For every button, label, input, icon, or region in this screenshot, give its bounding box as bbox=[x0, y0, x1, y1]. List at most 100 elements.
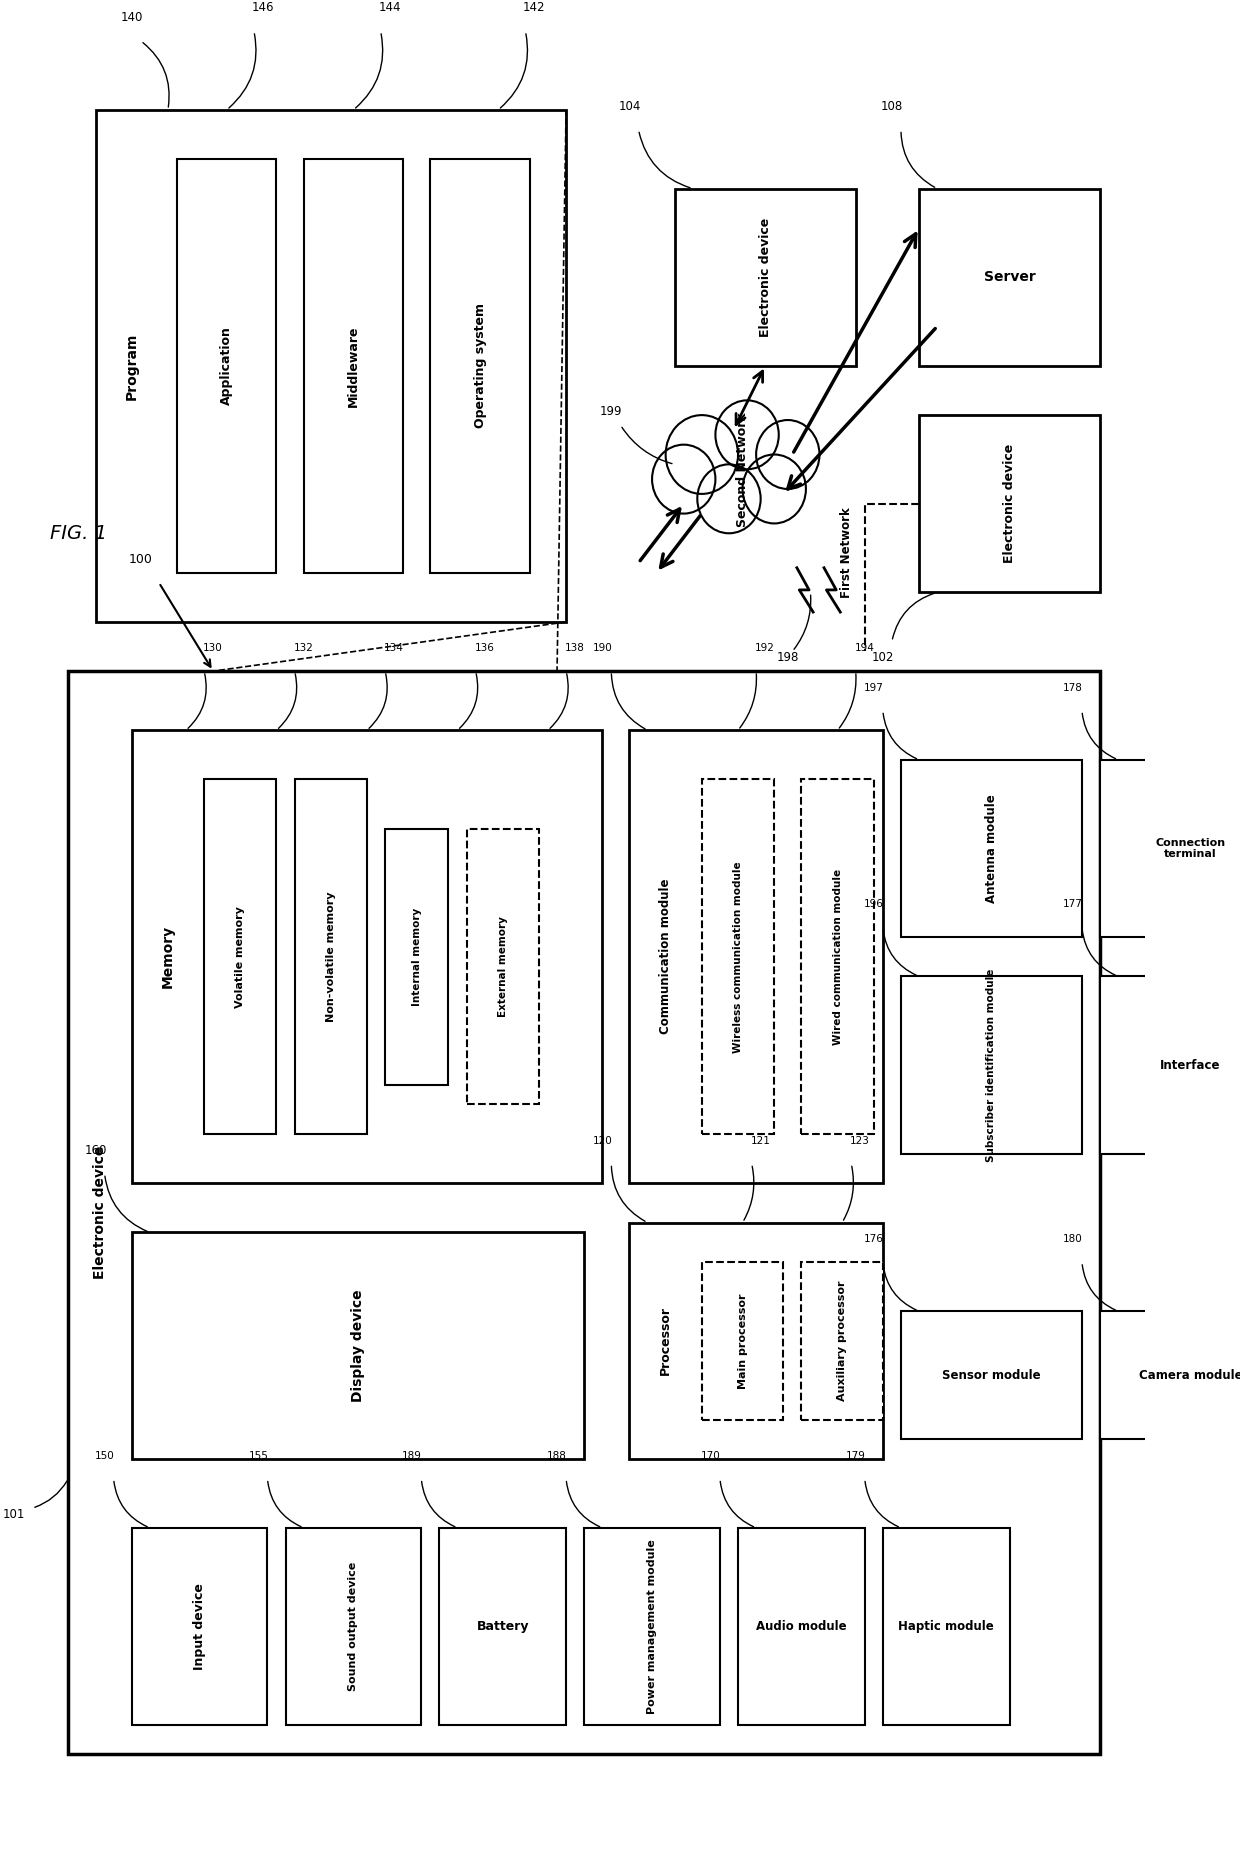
FancyBboxPatch shape bbox=[1100, 977, 1240, 1153]
Text: 100: 100 bbox=[129, 553, 153, 566]
FancyBboxPatch shape bbox=[95, 110, 567, 622]
Text: 102: 102 bbox=[872, 652, 894, 665]
Text: Sensor module: Sensor module bbox=[942, 1369, 1040, 1382]
Text: 180: 180 bbox=[1063, 1235, 1083, 1244]
FancyBboxPatch shape bbox=[584, 1528, 720, 1725]
FancyBboxPatch shape bbox=[386, 828, 449, 1084]
Text: FIG. 1: FIG. 1 bbox=[51, 524, 107, 542]
FancyBboxPatch shape bbox=[68, 670, 1100, 1755]
Text: Haptic module: Haptic module bbox=[898, 1619, 994, 1632]
Text: 130: 130 bbox=[203, 644, 223, 654]
Text: Main processor: Main processor bbox=[738, 1292, 748, 1389]
Text: Wired communication module: Wired communication module bbox=[832, 869, 842, 1045]
Text: 150: 150 bbox=[94, 1450, 114, 1461]
Text: 144: 144 bbox=[378, 2, 401, 15]
Text: Antenna module: Antenna module bbox=[985, 795, 998, 903]
Text: Sound output device: Sound output device bbox=[348, 1562, 358, 1692]
Circle shape bbox=[652, 444, 715, 514]
FancyBboxPatch shape bbox=[919, 416, 1100, 592]
Text: 101: 101 bbox=[2, 1508, 25, 1521]
Circle shape bbox=[715, 401, 779, 470]
Text: 140: 140 bbox=[120, 11, 143, 24]
Text: Electronic device: Electronic device bbox=[759, 217, 771, 336]
Text: 197: 197 bbox=[864, 683, 884, 693]
Text: 134: 134 bbox=[384, 644, 404, 654]
FancyBboxPatch shape bbox=[131, 1233, 584, 1460]
Text: 188: 188 bbox=[547, 1450, 567, 1461]
Text: Camera module: Camera module bbox=[1138, 1369, 1240, 1382]
Text: 146: 146 bbox=[252, 2, 274, 15]
Text: 104: 104 bbox=[619, 100, 641, 113]
Text: Electronic device: Electronic device bbox=[93, 1146, 107, 1279]
FancyBboxPatch shape bbox=[630, 730, 883, 1183]
FancyBboxPatch shape bbox=[901, 1311, 1083, 1439]
Text: Volatile memory: Volatile memory bbox=[236, 906, 246, 1008]
Text: Electronic device: Electronic device bbox=[1003, 444, 1016, 563]
Text: Display device: Display device bbox=[351, 1289, 365, 1402]
FancyBboxPatch shape bbox=[675, 189, 856, 366]
Text: Memory: Memory bbox=[161, 925, 175, 988]
FancyBboxPatch shape bbox=[801, 780, 874, 1135]
FancyBboxPatch shape bbox=[901, 760, 1083, 938]
Text: First Network: First Network bbox=[841, 507, 853, 598]
Text: Application: Application bbox=[221, 327, 233, 405]
FancyBboxPatch shape bbox=[285, 1528, 422, 1725]
FancyBboxPatch shape bbox=[131, 1528, 268, 1725]
Text: 155: 155 bbox=[248, 1450, 268, 1461]
Text: 176: 176 bbox=[864, 1235, 884, 1244]
Text: 177: 177 bbox=[1063, 899, 1083, 910]
Text: Power management module: Power management module bbox=[647, 1539, 657, 1714]
Text: 170: 170 bbox=[701, 1450, 720, 1461]
Text: Second Network: Second Network bbox=[737, 412, 749, 527]
FancyBboxPatch shape bbox=[1100, 1311, 1240, 1439]
Text: 189: 189 bbox=[402, 1450, 422, 1461]
FancyBboxPatch shape bbox=[205, 780, 277, 1135]
FancyBboxPatch shape bbox=[630, 1222, 883, 1460]
Text: 121: 121 bbox=[750, 1136, 770, 1146]
Text: 194: 194 bbox=[854, 644, 874, 654]
Text: Wireless communication module: Wireless communication module bbox=[733, 862, 743, 1053]
Text: Middleware: Middleware bbox=[347, 325, 360, 407]
FancyBboxPatch shape bbox=[430, 160, 529, 572]
Text: Interface: Interface bbox=[1161, 1058, 1220, 1071]
Text: Audio module: Audio module bbox=[756, 1619, 847, 1632]
Text: 160: 160 bbox=[84, 1144, 107, 1157]
FancyBboxPatch shape bbox=[295, 780, 367, 1135]
Text: External memory: External memory bbox=[497, 916, 507, 1018]
Text: 190: 190 bbox=[593, 644, 613, 654]
Text: Auxiliary processor: Auxiliary processor bbox=[837, 1281, 847, 1400]
Text: 108: 108 bbox=[880, 100, 903, 113]
Text: 196: 196 bbox=[864, 899, 884, 910]
Text: Communication module: Communication module bbox=[660, 878, 672, 1034]
Text: 198: 198 bbox=[776, 652, 799, 665]
FancyBboxPatch shape bbox=[738, 1528, 864, 1725]
Text: 123: 123 bbox=[851, 1136, 870, 1146]
Circle shape bbox=[697, 464, 760, 533]
Circle shape bbox=[756, 420, 820, 488]
FancyBboxPatch shape bbox=[439, 1528, 567, 1725]
Text: Processor: Processor bbox=[660, 1305, 672, 1376]
FancyBboxPatch shape bbox=[901, 977, 1083, 1153]
Text: Non-volatile memory: Non-volatile memory bbox=[326, 891, 336, 1021]
FancyBboxPatch shape bbox=[801, 1263, 883, 1419]
Text: 120: 120 bbox=[593, 1136, 613, 1146]
Text: 136: 136 bbox=[475, 644, 495, 654]
Text: 138: 138 bbox=[565, 644, 585, 654]
Text: Operating system: Operating system bbox=[474, 303, 486, 429]
Text: Subscriber identification module: Subscriber identification module bbox=[987, 967, 997, 1162]
FancyBboxPatch shape bbox=[304, 160, 403, 572]
Text: Battery: Battery bbox=[476, 1619, 529, 1632]
FancyBboxPatch shape bbox=[919, 189, 1100, 366]
Circle shape bbox=[666, 416, 738, 494]
FancyBboxPatch shape bbox=[702, 1263, 784, 1419]
Text: 179: 179 bbox=[846, 1450, 866, 1461]
FancyBboxPatch shape bbox=[466, 828, 539, 1105]
Text: Internal memory: Internal memory bbox=[412, 908, 422, 1006]
Text: 132: 132 bbox=[294, 644, 314, 654]
FancyBboxPatch shape bbox=[702, 780, 774, 1135]
FancyBboxPatch shape bbox=[131, 730, 603, 1183]
FancyBboxPatch shape bbox=[177, 160, 277, 572]
Circle shape bbox=[743, 455, 806, 524]
FancyBboxPatch shape bbox=[883, 1528, 1009, 1725]
Text: 178: 178 bbox=[1063, 683, 1083, 693]
